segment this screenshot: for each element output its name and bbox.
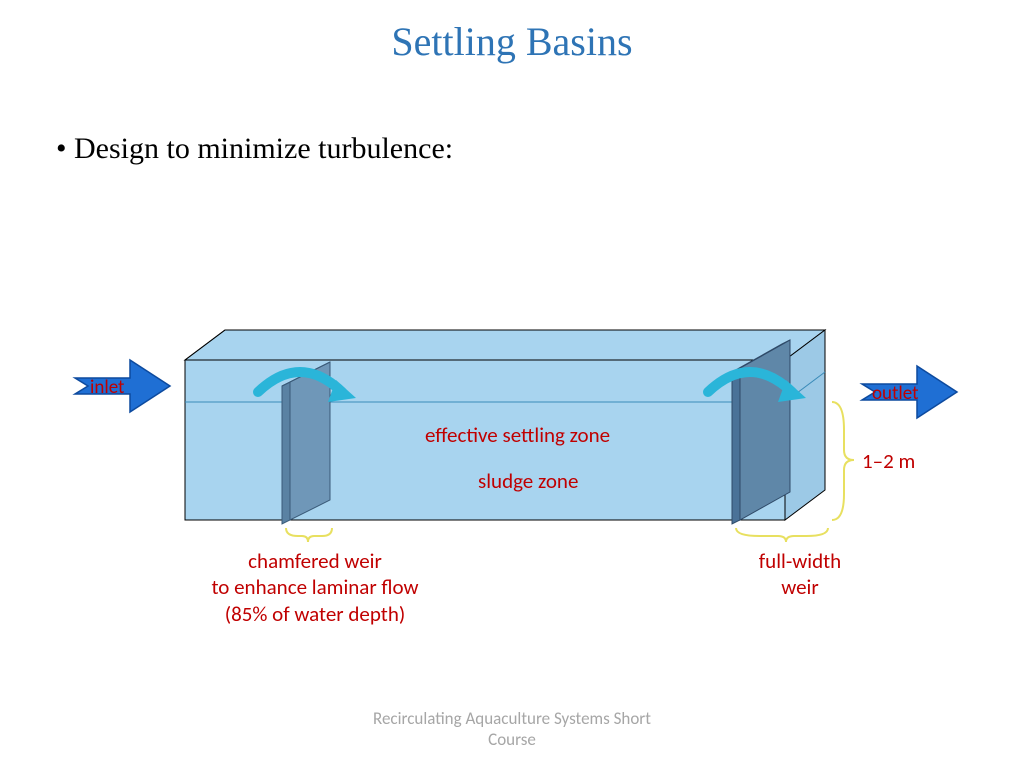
- weir2-bracket: [736, 528, 828, 542]
- depth-label: 1–2 m: [862, 448, 915, 474]
- effective-zone-label: effective settling zone: [425, 422, 610, 448]
- outlet-label: outlet: [872, 382, 918, 406]
- chamfered-weir-label: chamfered weir to enhance laminar flow (…: [185, 548, 445, 627]
- inlet-label: inlet: [90, 376, 124, 400]
- footer-text: Recirculating Aquaculture Systems Short …: [0, 709, 1024, 750]
- full-width-weir-label: full-width weir: [740, 548, 860, 601]
- depth-bracket: [832, 402, 854, 520]
- chamfered-weir: [282, 362, 330, 524]
- sludge-zone-label: sludge zone: [478, 468, 578, 494]
- basin-diagram: [0, 0, 1024, 768]
- full-width-weir: [732, 340, 790, 524]
- weir1-bracket: [286, 528, 332, 542]
